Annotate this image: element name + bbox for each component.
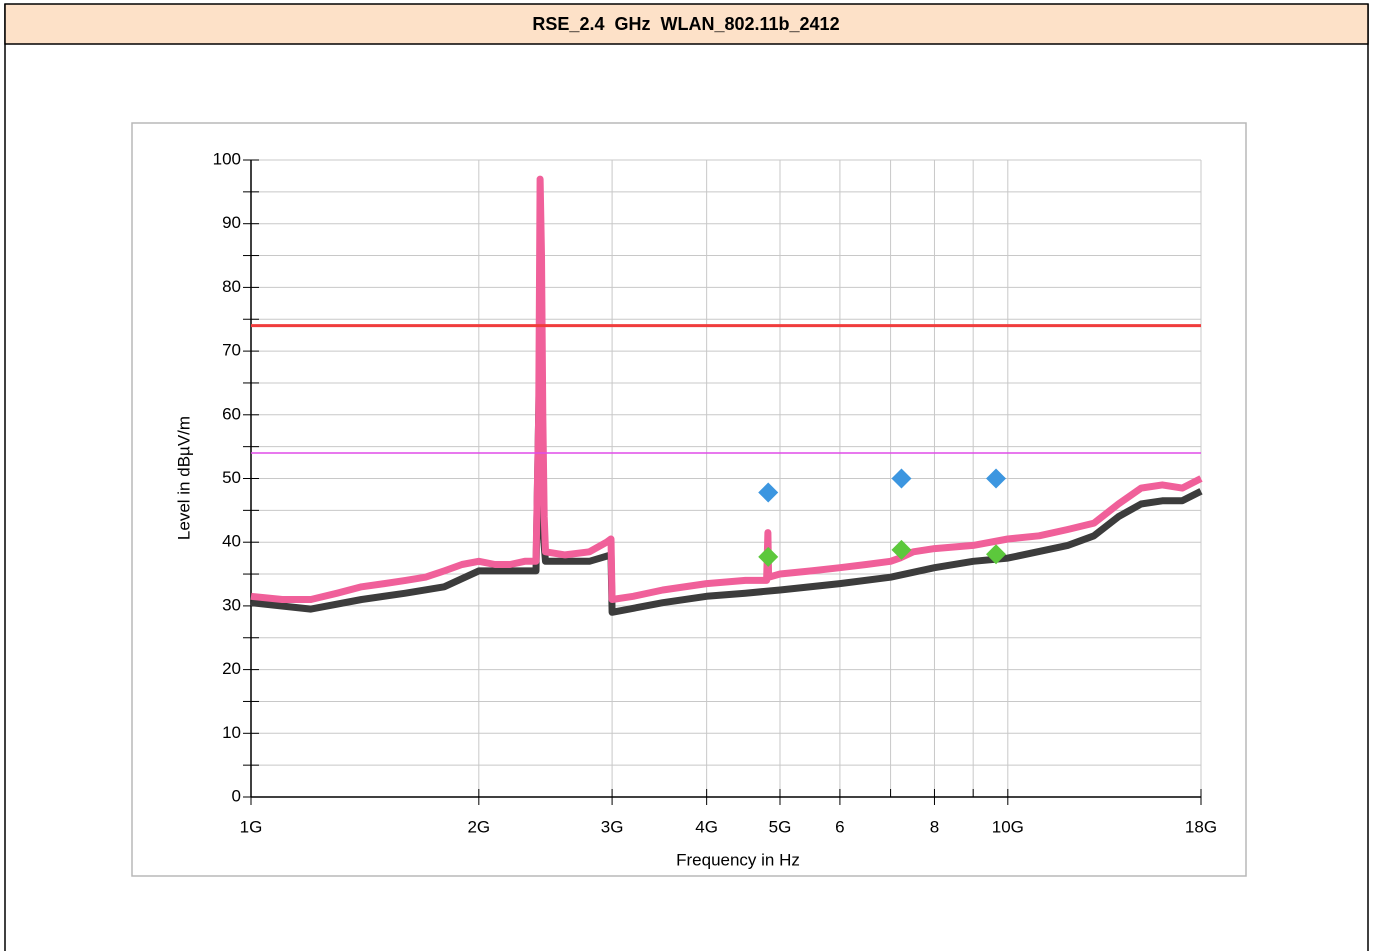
marker bbox=[758, 546, 779, 567]
y-tick-label: 90 bbox=[222, 213, 241, 232]
title-bar bbox=[4, 3, 1369, 45]
x-axis-label: Frequency in Hz bbox=[676, 850, 800, 869]
y-tick-label: 50 bbox=[222, 468, 241, 487]
y-tick-label: 30 bbox=[222, 595, 241, 614]
x-tick-label: 4G bbox=[695, 817, 718, 836]
x-tick-label: 18G bbox=[1185, 817, 1217, 836]
marker bbox=[986, 544, 1007, 565]
x-tick-label: 3G bbox=[601, 817, 624, 836]
y-axis-label: Level in dBµV/m bbox=[174, 416, 193, 540]
x-tick-label: 6 bbox=[835, 817, 844, 836]
marker bbox=[891, 539, 912, 560]
x-tick-label: 1G bbox=[240, 817, 263, 836]
x-tick-label: 2G bbox=[467, 817, 490, 836]
marker bbox=[758, 482, 779, 503]
x-tick-label: 10G bbox=[992, 817, 1024, 836]
y-tick-label: 60 bbox=[222, 404, 241, 423]
x-tick-label: 8 bbox=[930, 817, 939, 836]
marker bbox=[986, 468, 1007, 489]
trace bbox=[250, 328, 1203, 616]
chart-frame bbox=[131, 122, 1247, 877]
trace bbox=[250, 175, 1203, 603]
y-tick-label: 80 bbox=[222, 277, 241, 296]
y-tick-label: 70 bbox=[222, 341, 241, 360]
x-tick-label: 5G bbox=[769, 817, 792, 836]
y-tick-label: 10 bbox=[222, 723, 241, 742]
y-tick-label: 0 bbox=[232, 786, 241, 805]
chart-title: RSE_2.4 GHz WLAN_802.11b_2412 bbox=[532, 14, 839, 34]
y-tick-label: 100 bbox=[213, 149, 241, 168]
y-tick-label: 40 bbox=[222, 532, 241, 551]
marker bbox=[891, 468, 912, 489]
y-tick-label: 20 bbox=[222, 659, 241, 678]
